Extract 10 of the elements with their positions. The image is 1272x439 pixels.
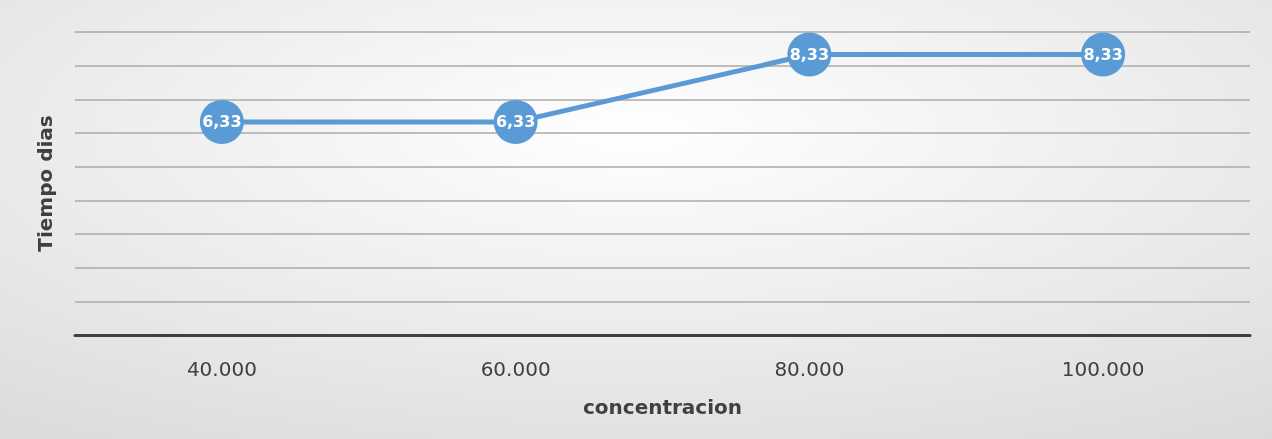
x-tick-label: 40.000 (186, 357, 257, 381)
y-axis-title: Tiempo dias (33, 115, 57, 252)
data-label: 6,33 (202, 112, 242, 132)
x-tick-label: 100.000 (1061, 357, 1145, 381)
data-label: 6,33 (495, 112, 536, 132)
x-tick-label: 60.000 (480, 357, 551, 381)
data-label: 8,33 (1083, 45, 1123, 65)
x-tick-label: 80.000 (774, 357, 845, 381)
x-axis-title: concentracion (582, 395, 743, 419)
data-label: 8,33 (789, 45, 830, 65)
